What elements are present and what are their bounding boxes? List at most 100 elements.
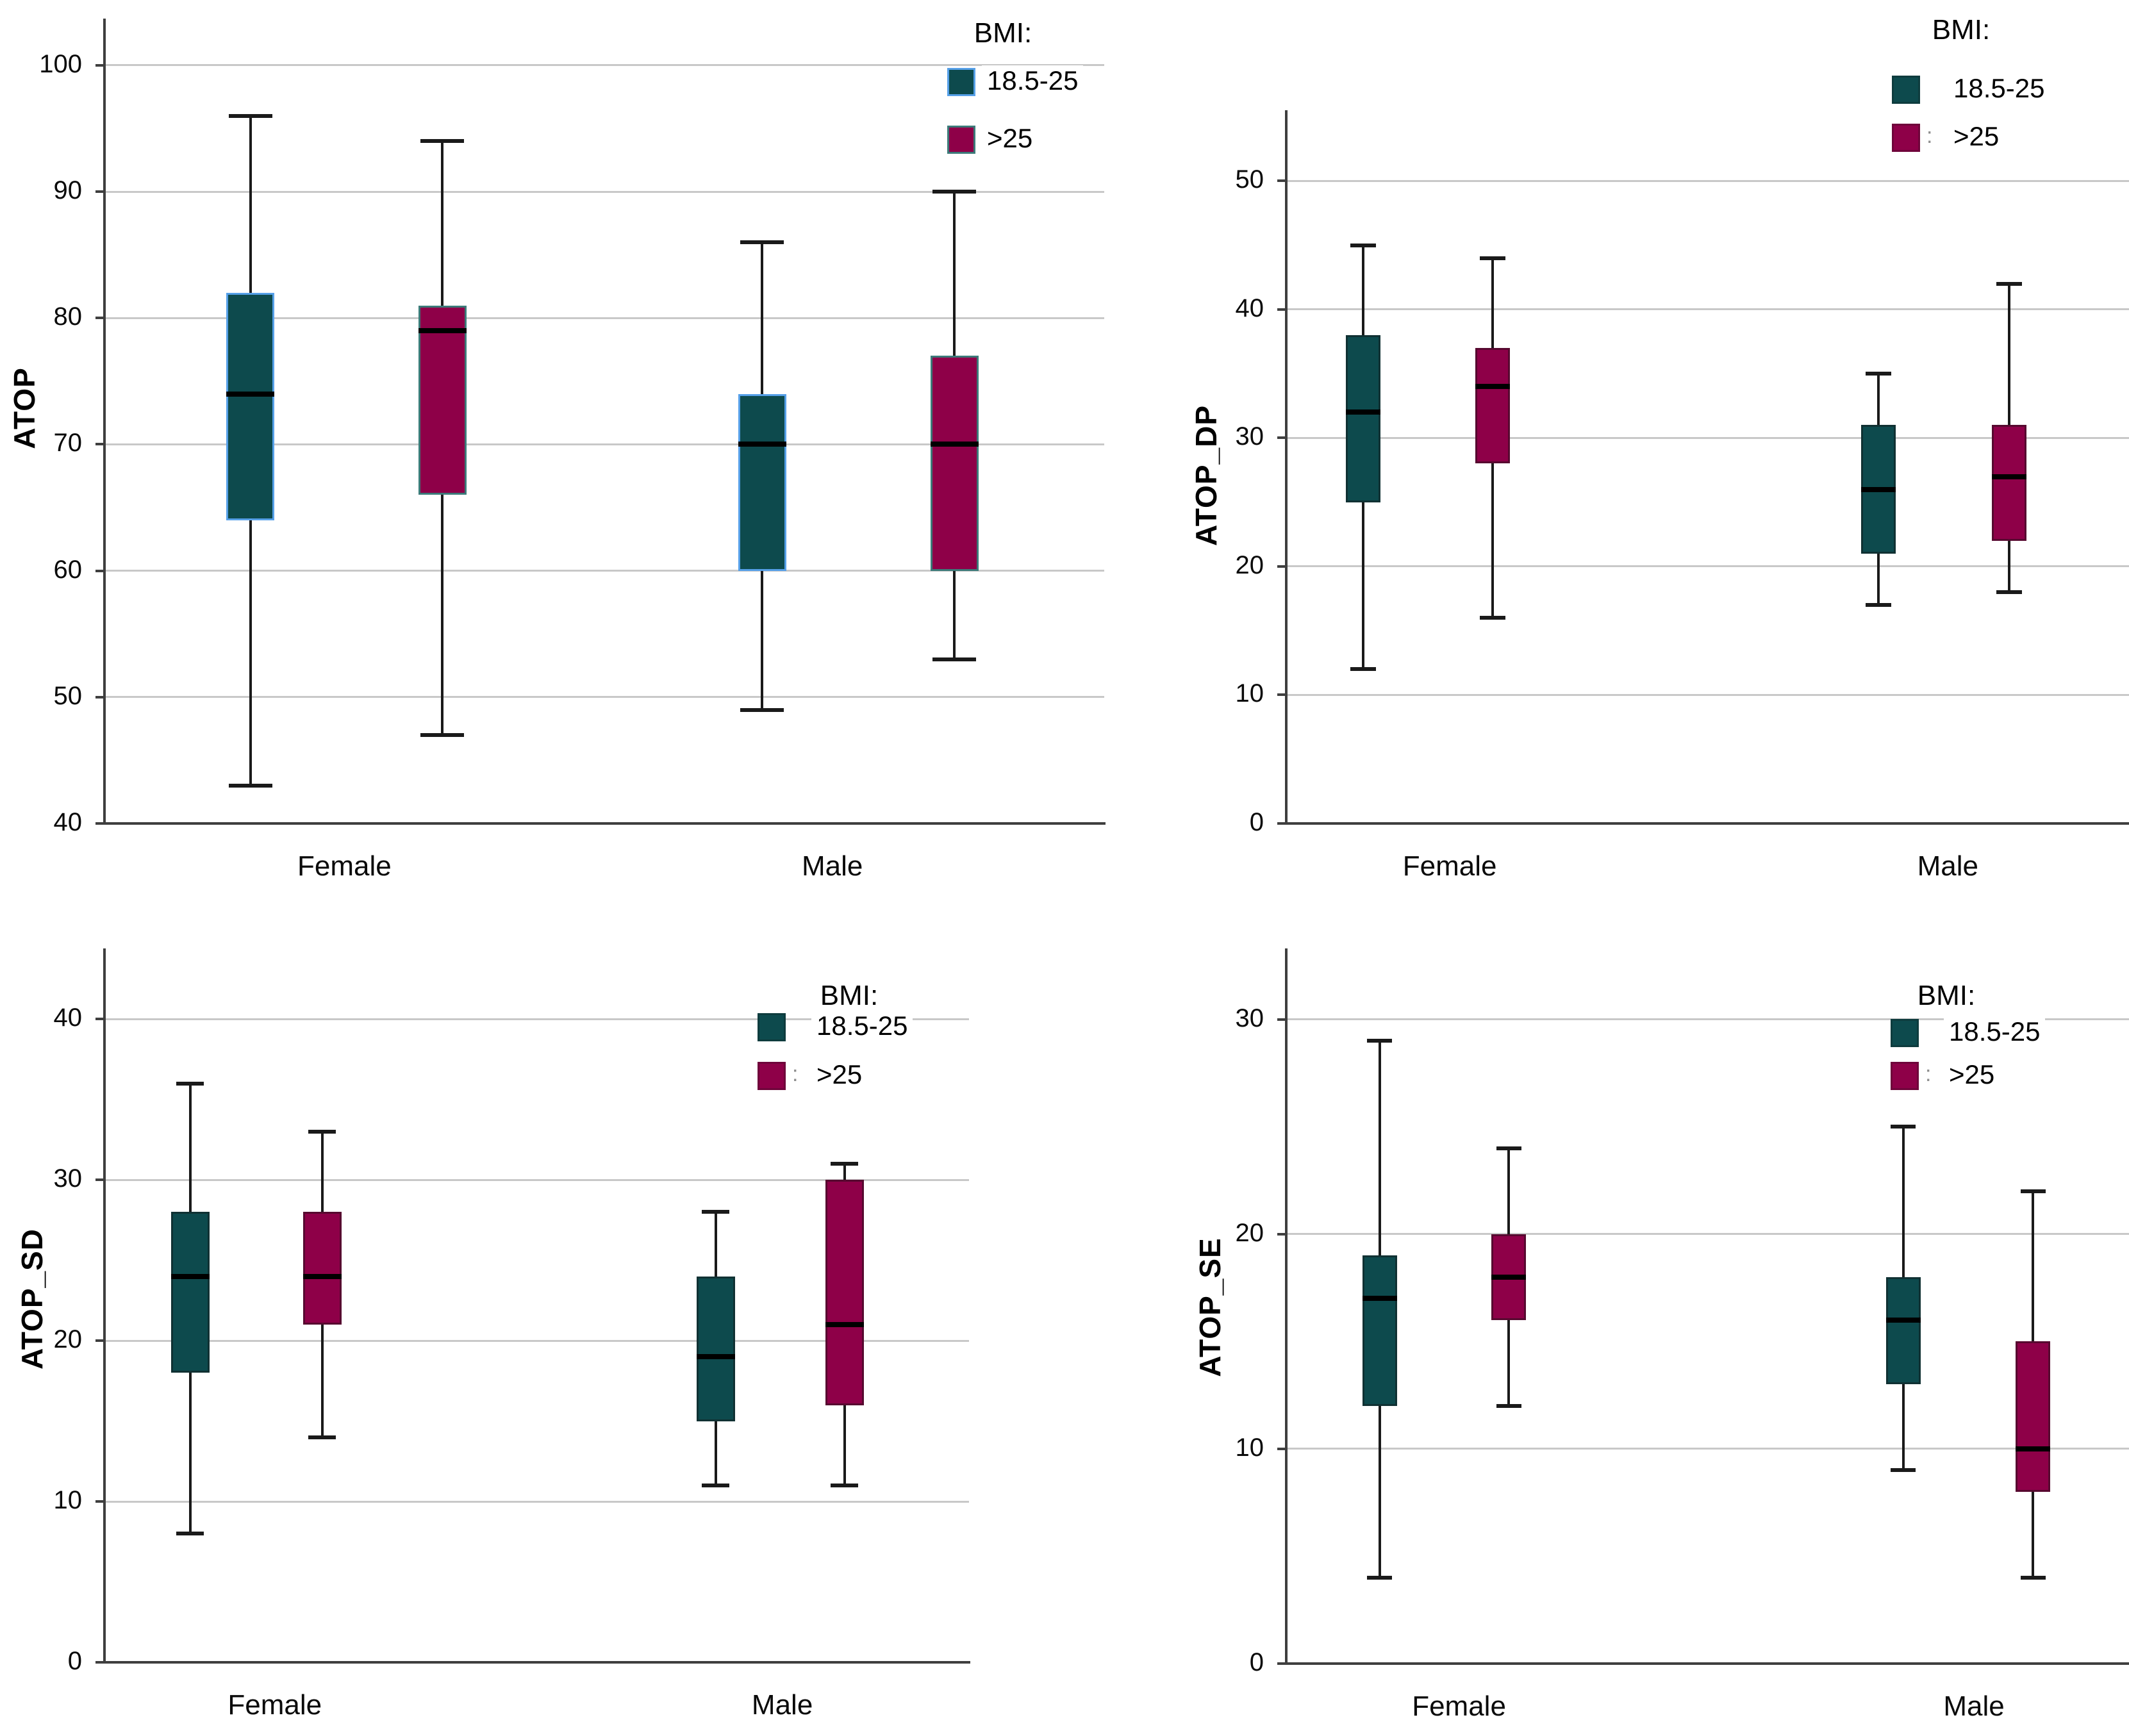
- y-tick-label: 30: [1235, 1004, 1264, 1032]
- gridline: [104, 1178, 969, 1181]
- x-category-label: Male: [751, 1689, 813, 1721]
- whisker-cap-upper: [1866, 372, 1892, 376]
- box-iqr: [738, 393, 786, 571]
- y-tick-mark: [1277, 179, 1286, 183]
- x-category-label: Female: [1412, 1691, 1506, 1722]
- whisker-line: [188, 1083, 192, 1534]
- whisker-line: [249, 115, 252, 786]
- whisker-cap-upper: [831, 1162, 859, 1166]
- gridline: [104, 696, 1104, 699]
- box-iqr: [825, 1180, 864, 1405]
- y-tick-label: 30: [1235, 422, 1264, 451]
- whisker-cap-upper: [228, 113, 272, 118]
- gridline: [1286, 308, 2129, 311]
- y-tick-mark: [95, 1178, 104, 1182]
- y-axis-title-atop-se: ATOP_SE: [1193, 1237, 1227, 1377]
- legend-swatch-maroon: [1891, 1062, 1919, 1090]
- box-iqr: [696, 1276, 735, 1421]
- whisker-line: [953, 192, 956, 659]
- whisker-cap-upper: [740, 240, 784, 244]
- legend-item-label-teal: 18.5-25: [811, 1011, 913, 1041]
- y-tick-mark: [95, 443, 104, 446]
- x-axis-line: [1285, 822, 2129, 825]
- box-iqr: [1475, 348, 1511, 464]
- median-line: [1992, 474, 2027, 479]
- whisker-cap-upper: [176, 1081, 204, 1086]
- median-line: [418, 328, 467, 334]
- whisker-cap-upper: [1996, 281, 2023, 286]
- gridline: [1286, 1018, 2129, 1021]
- legend-item-label-teal: 18.5-25: [1944, 1016, 2046, 1047]
- whisker-cap-lower: [420, 732, 465, 737]
- whisker-cap-upper: [420, 139, 465, 144]
- legend-item-label-maroon: >25: [982, 123, 1038, 154]
- box-iqr: [1491, 1234, 1527, 1320]
- y-tick-label: 40: [53, 808, 83, 836]
- legend-item-label-maroon: >25: [1944, 1059, 2000, 1090]
- y-axis-line: [103, 19, 106, 823]
- y-tick-label: 80: [53, 302, 83, 331]
- y-tick-mark: [1277, 693, 1286, 697]
- whisker-line: [714, 1212, 717, 1485]
- y-tick-label: 50: [53, 681, 83, 710]
- gridline: [1286, 179, 2129, 182]
- whisker-line: [2008, 283, 2011, 593]
- whisker-cap-lower: [1996, 590, 2023, 595]
- legend-item-label-teal: 18.5-25: [1948, 73, 2050, 104]
- y-tick-mark: [1277, 1662, 1286, 1665]
- y-tick-mark: [1277, 1447, 1286, 1450]
- median-line: [1475, 384, 1511, 390]
- whisker-line: [1378, 1041, 1381, 1578]
- median-line: [302, 1273, 342, 1279]
- gridline: [1286, 1448, 2129, 1450]
- y-tick-label: 40: [1235, 293, 1264, 322]
- box-iqr: [226, 292, 275, 520]
- y-axis-title-atop-dp: ATOP_DP: [1189, 404, 1223, 547]
- whisker-cap-lower: [1480, 616, 1506, 620]
- whisker-cap-upper: [702, 1210, 730, 1214]
- y-tick-label: 20: [53, 1325, 83, 1354]
- gridline: [104, 1339, 969, 1342]
- median-line: [1345, 409, 1380, 415]
- y-tick-mark: [95, 1661, 104, 1664]
- y-tick-label: 100: [39, 49, 82, 78]
- y-axis-title-atop-sd: ATOP_SD: [15, 1228, 49, 1370]
- box-iqr: [930, 356, 979, 571]
- y-tick-mark: [95, 1339, 104, 1343]
- median-line: [696, 1354, 735, 1360]
- x-category-label: Male: [1943, 1691, 2005, 1722]
- box-iqr: [1362, 1255, 1397, 1406]
- y-tick-mark: [95, 822, 104, 825]
- whisker-line: [441, 141, 444, 735]
- y-tick-mark: [1277, 822, 1286, 825]
- y-tick-label: 20: [1235, 550, 1264, 579]
- whisker-line: [1507, 1148, 1511, 1406]
- whisker-cap-upper: [2020, 1189, 2046, 1193]
- y-tick-mark: [1277, 1018, 1286, 1021]
- legend-colon-artifact: :: [792, 1062, 799, 1086]
- y-tick-label: 90: [53, 176, 83, 205]
- x-category-label: Male: [801, 850, 863, 882]
- y-tick-mark: [95, 317, 104, 320]
- y-tick-mark: [1277, 565, 1286, 568]
- gridline: [104, 1500, 969, 1503]
- y-tick-label: 40: [53, 1004, 83, 1032]
- y-tick-label: 30: [53, 1164, 83, 1193]
- median-line: [1362, 1296, 1397, 1302]
- y-tick-mark: [95, 695, 104, 699]
- x-category-label: Female: [228, 1689, 322, 1721]
- whisker-cap-lower: [1891, 1468, 1916, 1473]
- gridline: [104, 190, 1104, 193]
- legend-item-label-maroon: >25: [1948, 121, 2005, 152]
- gridline: [1286, 565, 2129, 568]
- whisker-cap-upper: [1496, 1146, 1521, 1150]
- whisker-cap-lower: [1367, 1575, 1393, 1580]
- y-tick-label: 20: [1235, 1218, 1264, 1247]
- gridline: [1286, 693, 2129, 696]
- whisker-cap-lower: [176, 1532, 204, 1536]
- y-tick-mark: [95, 1018, 104, 1021]
